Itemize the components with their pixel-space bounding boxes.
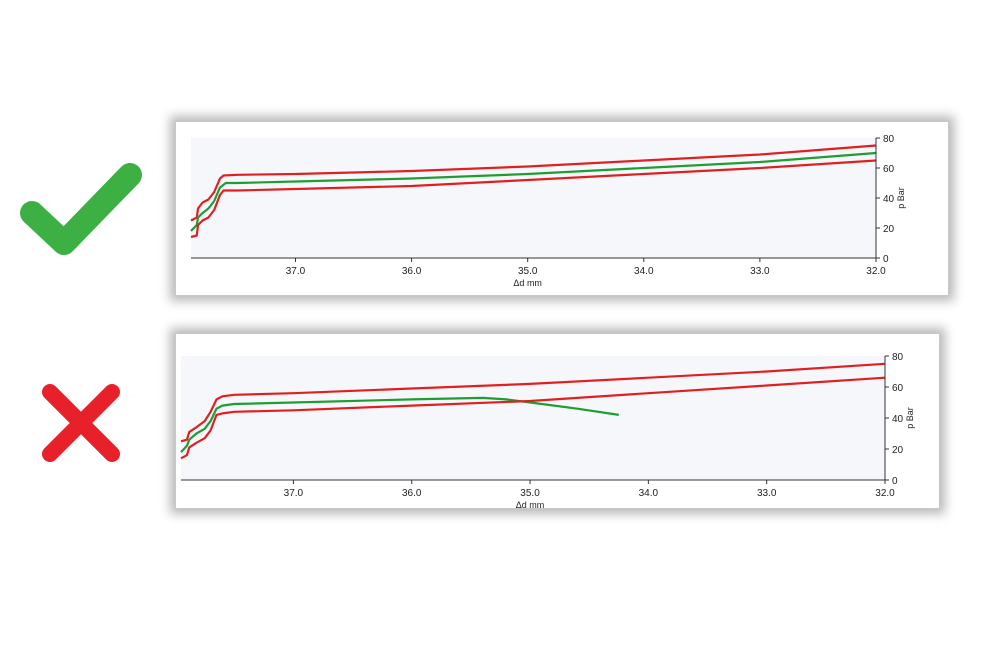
y-axis-label: p Bar xyxy=(905,407,915,429)
series-lower-limit xyxy=(190,159,877,239)
y-tick-label: 0 xyxy=(892,476,898,487)
x-tick-label: 32.0 xyxy=(875,488,895,499)
pressure-chart-bad: 37.0 36.0 35.0 34.0 33.0 32.00 20 40 60 80 Δd mm p … xyxy=(180,352,915,508)
series-upper-limit xyxy=(180,362,886,443)
check-icon xyxy=(20,163,142,255)
y-tick-label: 80 xyxy=(883,134,895,145)
y-tick-label: 80 xyxy=(892,352,904,363)
x-tick-label: 36.0 xyxy=(402,266,422,277)
pressure-chart-good: 37.0 36.0 35.0 34.0 33.0 32.00 20 40 60 80 Δd mm p … xyxy=(190,134,906,288)
series-process-curve xyxy=(190,151,877,232)
x-tick-label: 33.0 xyxy=(757,488,777,499)
chart-panel-bad: 37.0 36.0 35.0 34.0 33.0 32.0 0 20 40 60 80 Δd mm p … xyxy=(175,333,940,509)
y-tick-label: 60 xyxy=(892,383,904,394)
series-upper-limit xyxy=(190,144,877,222)
x-axis-label: Δd mm xyxy=(513,278,542,288)
x-axis-label: Δd mm xyxy=(516,500,545,508)
chart-panel-good: 37.0 36.0 35.0 34.0 33.0 32.0 0 20 40 60 80 Δd mm p … xyxy=(175,121,949,296)
x-tick-label: 33.0 xyxy=(750,266,770,277)
y-tick-label: 40 xyxy=(883,194,895,205)
x-tick-label: 32.0 xyxy=(866,266,886,277)
x-tick-label: 34.0 xyxy=(639,488,659,499)
y-tick-label: 20 xyxy=(883,224,895,235)
x-tick-label: 37.0 xyxy=(286,266,306,277)
y-tick-label: 40 xyxy=(892,414,904,425)
x-tick-label: 34.0 xyxy=(634,266,654,277)
cross-icon xyxy=(42,384,120,462)
plot-area xyxy=(191,138,876,258)
x-tick-label: 35.0 xyxy=(518,266,538,277)
plot-area xyxy=(181,356,885,480)
y-tick-label: 60 xyxy=(883,164,895,175)
x-tick-label: 37.0 xyxy=(284,488,304,499)
y-axis-label: p Bar xyxy=(896,187,906,209)
y-tick-label: 20 xyxy=(892,445,904,456)
x-tick-label: 35.0 xyxy=(520,488,540,499)
y-tick-label: 0 xyxy=(883,254,889,265)
x-tick-label: 36.0 xyxy=(402,488,422,499)
series-lower-limit xyxy=(180,376,886,460)
